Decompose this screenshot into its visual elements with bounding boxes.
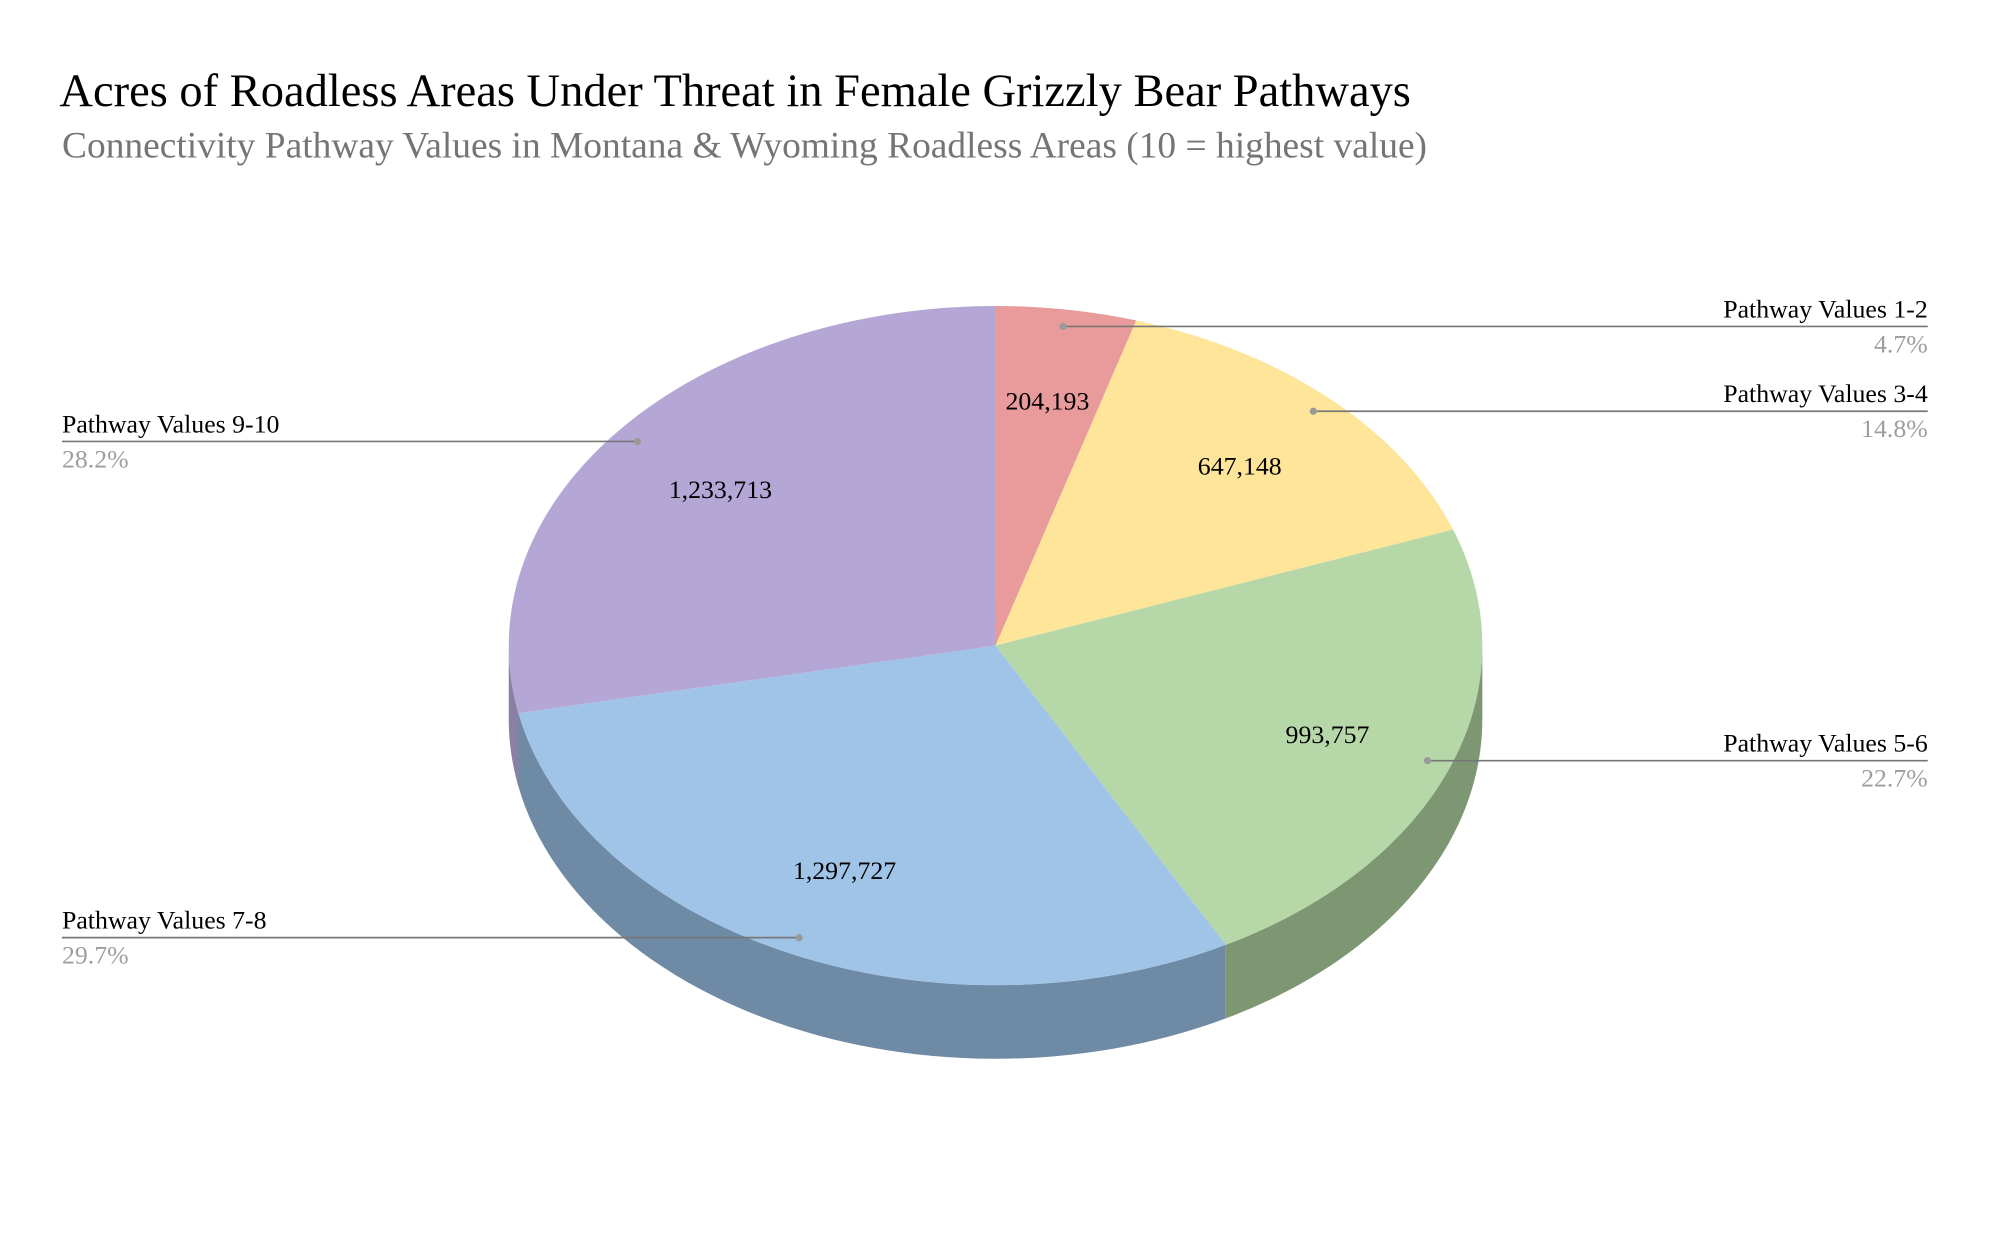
percent-label: 22.7% xyxy=(1861,764,1928,793)
pie-side xyxy=(1225,645,1483,1019)
pie-side xyxy=(518,713,1226,1059)
legend-label: Pathway Values 5-6 xyxy=(1723,729,1928,758)
value-label: 1,233,713 xyxy=(669,475,772,504)
percent-label: 14.8% xyxy=(1861,414,1928,443)
percent-label: 28.2% xyxy=(62,444,129,473)
legend-label: Pathway Values 1-2 xyxy=(1723,294,1928,323)
legend-label: Pathway Values 3-4 xyxy=(1723,379,1928,408)
legend-label: Pathway Values 7-8 xyxy=(62,906,267,935)
pie-side xyxy=(508,645,519,787)
pie-slice xyxy=(995,529,1483,945)
chart-subtitle: Connectivity Pathway Values in Montana &… xyxy=(62,126,1427,167)
percent-label: 4.7% xyxy=(1874,329,1928,358)
pie-slice xyxy=(508,306,996,714)
value-label: 993,757 xyxy=(1286,720,1370,749)
leader-dot xyxy=(1423,757,1432,765)
pie-slice xyxy=(995,320,1454,646)
pie-slice xyxy=(995,306,1137,646)
leader-dot xyxy=(633,437,642,446)
value-label: 204,193 xyxy=(1005,386,1089,415)
leader-dot xyxy=(1309,407,1317,415)
value-label: 1,297,727 xyxy=(793,856,896,885)
pie-slice xyxy=(518,645,1226,986)
leader-dot xyxy=(1059,322,1067,331)
legend-label: Pathway Values 9-10 xyxy=(62,409,279,438)
value-label: 647,148 xyxy=(1198,452,1282,481)
chart-title: Acres of Roadless Areas Under Threat in … xyxy=(59,66,1410,117)
percent-label: 29.7% xyxy=(62,940,129,969)
leader-dot xyxy=(795,934,803,942)
